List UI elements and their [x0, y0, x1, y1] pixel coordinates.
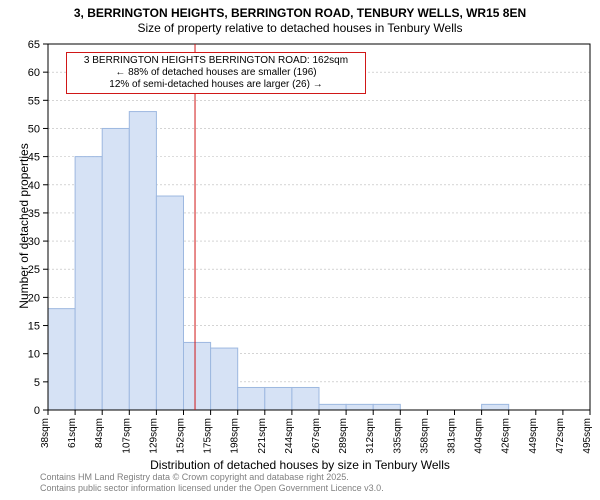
- histogram-bar: [211, 348, 238, 410]
- svg-text:358sqm: 358sqm: [419, 418, 430, 454]
- svg-text:472sqm: 472sqm: [555, 418, 566, 454]
- svg-text:495sqm: 495sqm: [582, 418, 593, 454]
- svg-text:15: 15: [28, 321, 40, 333]
- histogram-bar: [292, 387, 319, 410]
- svg-text:84sqm: 84sqm: [94, 418, 105, 448]
- histogram-bar: [48, 309, 75, 410]
- svg-text:65: 65: [28, 39, 40, 51]
- chart-container: 3, BERRINGTON HEIGHTS, BERRINGTON ROAD, …: [0, 0, 600, 500]
- svg-text:50: 50: [28, 123, 40, 135]
- histogram-bar: [319, 404, 346, 410]
- svg-text:60: 60: [28, 67, 40, 79]
- annotation-line-2: ← 88% of detached houses are smaller (19…: [71, 67, 361, 79]
- histogram-bar: [102, 128, 129, 410]
- svg-text:221sqm: 221sqm: [257, 418, 268, 454]
- svg-text:20: 20: [28, 292, 40, 304]
- svg-text:175sqm: 175sqm: [203, 418, 214, 454]
- svg-text:25: 25: [28, 264, 40, 276]
- svg-text:335sqm: 335sqm: [392, 418, 403, 454]
- x-axis-label: Distribution of detached houses by size …: [0, 458, 600, 472]
- svg-text:38sqm: 38sqm: [40, 418, 51, 448]
- histogram-bar: [75, 157, 102, 410]
- svg-text:267sqm: 267sqm: [311, 418, 322, 454]
- footer-line-2: Contains public sector information licen…: [40, 483, 384, 494]
- svg-text:40: 40: [28, 180, 40, 192]
- histogram-bar: [238, 387, 265, 410]
- footer-attribution: Contains HM Land Registry data © Crown c…: [40, 472, 384, 494]
- svg-text:55: 55: [28, 95, 40, 107]
- histogram-bar: [184, 342, 211, 410]
- svg-text:0: 0: [34, 405, 40, 417]
- svg-text:45: 45: [28, 152, 40, 164]
- svg-text:30: 30: [28, 236, 40, 248]
- histogram-bar: [346, 404, 373, 410]
- svg-text:426sqm: 426sqm: [501, 418, 512, 454]
- svg-text:152sqm: 152sqm: [176, 418, 187, 454]
- histogram-bar: [156, 196, 183, 410]
- svg-text:61sqm: 61sqm: [67, 418, 78, 448]
- histogram-bar: [129, 112, 156, 410]
- svg-text:244sqm: 244sqm: [284, 418, 295, 454]
- svg-text:198sqm: 198sqm: [230, 418, 241, 454]
- histogram-bar: [482, 404, 509, 410]
- svg-text:289sqm: 289sqm: [338, 418, 349, 454]
- histogram-bar: [265, 387, 292, 410]
- svg-text:129sqm: 129sqm: [148, 418, 159, 454]
- svg-text:404sqm: 404sqm: [474, 418, 485, 454]
- annotation-line-3: 12% of semi-detached houses are larger (…: [71, 79, 361, 91]
- annotation-box: 3 BERRINGTON HEIGHTS BERRINGTON ROAD: 16…: [66, 52, 366, 94]
- annotation-line-1: 3 BERRINGTON HEIGHTS BERRINGTON ROAD: 16…: [71, 55, 361, 67]
- footer-line-1: Contains HM Land Registry data © Crown c…: [40, 472, 384, 483]
- svg-text:10: 10: [28, 349, 40, 361]
- histogram-bar: [373, 404, 400, 410]
- svg-text:312sqm: 312sqm: [365, 418, 376, 454]
- svg-text:381sqm: 381sqm: [447, 418, 458, 454]
- svg-text:5: 5: [34, 377, 40, 389]
- svg-text:35: 35: [28, 208, 40, 220]
- svg-text:449sqm: 449sqm: [528, 418, 539, 454]
- svg-text:107sqm: 107sqm: [121, 418, 132, 454]
